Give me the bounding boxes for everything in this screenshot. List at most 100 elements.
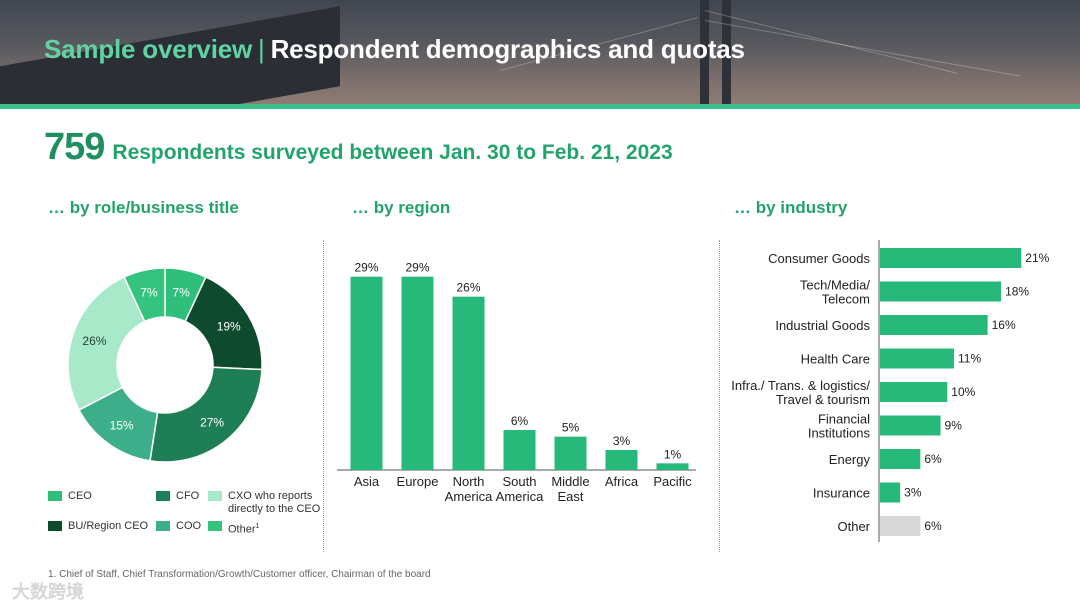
industry-category-label: Telecom — [822, 292, 870, 307]
region-bar — [401, 276, 434, 470]
industry-bar — [880, 315, 988, 335]
region-category-label: America — [445, 489, 493, 504]
legend-label-cfo: CFO — [176, 490, 200, 502]
donut-value-label: 19% — [217, 319, 241, 333]
region-bar — [656, 463, 689, 470]
legend-item-cxo: CXO who reports directly to the CEO — [208, 490, 320, 516]
legend-label-other-text: Other — [228, 523, 256, 536]
legend-swatch-coo — [156, 521, 170, 531]
industry-value-label: 10% — [951, 385, 975, 399]
role-legend: CEO CFO CXO who reports directly to the C… — [48, 490, 328, 540]
legend-item-cfo: CFO — [156, 490, 199, 503]
region-value-label: 3% — [613, 434, 631, 448]
region-bar — [554, 436, 587, 470]
industry-value-label: 6% — [924, 519, 942, 533]
industry-bar — [880, 382, 948, 402]
industry-value-label: 6% — [924, 452, 942, 466]
industry-category-label: Energy — [829, 452, 871, 467]
industry-bar — [880, 449, 921, 469]
region-category-label: Pacific — [653, 474, 692, 489]
industry-category-label: Travel & tourism — [776, 392, 870, 407]
divider-left — [323, 240, 324, 552]
industry-value-label: 18% — [1005, 285, 1029, 299]
legend-label-coo: COO — [176, 520, 202, 532]
donut-value-label: 27% — [200, 416, 224, 430]
section-title-role: … by role/business title — [48, 198, 239, 217]
header-photo-cable — [704, 20, 1021, 77]
region-bar — [350, 276, 383, 470]
legend-swatch-ceo — [48, 491, 62, 501]
donut-value-label: 15% — [110, 419, 134, 433]
region-value-label: 6% — [511, 414, 529, 428]
industry-bar — [880, 348, 954, 369]
industry-category-label: Health Care — [801, 352, 870, 367]
legend-label-bu-region-ceo: BU/Region CEO — [68, 520, 149, 532]
industry-bar — [880, 482, 901, 503]
region-bar — [605, 450, 638, 470]
industry-category-label: Tech/Media/ — [800, 278, 870, 293]
region-value-label: 5% — [562, 421, 580, 435]
region-category-label: North — [453, 474, 485, 489]
region-category-label: Asia — [354, 474, 380, 489]
title-part2: Respondent demographics and quotas — [270, 34, 745, 64]
legend-label-other: Other1 — [228, 520, 259, 537]
region-value-label: 29% — [405, 261, 429, 275]
section-title-industry: … by industry — [734, 198, 848, 217]
region-category-label: East — [557, 489, 583, 504]
industry-category-label: Infra./ Trans. & logistics/ — [731, 378, 870, 393]
region-bar-chart: 29%Asia29%Europe26%NorthAmerica6%SouthAm… — [337, 261, 696, 504]
donut-slice — [67, 276, 146, 411]
legend-item-other: Other1 — [208, 520, 259, 537]
industry-category-label: Industrial Goods — [775, 318, 870, 333]
industry-category-label: Other — [837, 519, 870, 534]
donut-value-label: 7% — [172, 285, 190, 299]
respondents-count: 759 — [44, 126, 105, 168]
legend-swatch-bu-region-ceo — [48, 521, 62, 531]
region-category-label: Europe — [397, 474, 439, 489]
legend-footnote-marker: 1 — [255, 523, 260, 530]
legend-swatch-other — [208, 521, 222, 531]
respondents-kpi: 759 Respondents surveyed between Jan. 30 … — [44, 126, 673, 169]
region-bar — [452, 296, 485, 470]
industry-value-label: 11% — [958, 352, 981, 366]
header-banner: Sample overview | Respondent demographics … — [0, 0, 1080, 104]
section-title-region: … by region — [352, 198, 451, 217]
region-value-label: 1% — [664, 447, 682, 461]
industry-category-label: Insurance — [813, 486, 870, 501]
divider-right — [719, 240, 720, 552]
legend-label-ceo: CEO — [68, 490, 92, 502]
region-bar — [503, 430, 536, 470]
legend-item-ceo: CEO — [48, 490, 92, 503]
respondents-text: Respondents surveyed between Jan. 30 to … — [112, 141, 673, 164]
industry-value-label: 9% — [945, 419, 963, 433]
region-value-label: 29% — [354, 261, 378, 275]
industry-bar — [880, 415, 941, 436]
industry-category-label: Consumer Goods — [768, 251, 870, 266]
industry-value-label: 3% — [904, 486, 922, 500]
donut-slice — [123, 267, 166, 323]
legend-label-cxo-line2: directly to the CEO — [228, 503, 321, 515]
watermark: 大数跨境 — [12, 582, 84, 602]
legend-label-cxo: CXO who reports directly to the CEO — [228, 490, 320, 516]
region-category-label: America — [496, 489, 544, 504]
legend-swatch-cfo — [156, 491, 170, 501]
industry-value-label: 21% — [1025, 251, 1049, 265]
legend-label-cxo-line1: CXO who reports — [228, 490, 313, 502]
header-photo-tower — [722, 0, 731, 104]
industry-category-label: Institutions — [808, 426, 871, 441]
industry-bar-chart: 21% Consumer Goods 18% Tech/Media/Telecom 16… — [731, 240, 1050, 542]
industry-category-label: Financial — [818, 412, 870, 427]
industry-bar — [880, 516, 921, 536]
legend-item-bu-region-ceo: BU/Region CEO — [48, 520, 148, 533]
donut-slice — [149, 366, 263, 463]
title-separator: | — [258, 34, 265, 64]
title-part1: Sample overview — [44, 34, 252, 64]
footnote: 1. Chief of Staff, Chief Transformation/… — [48, 569, 431, 580]
legend-item-coo: COO — [156, 520, 201, 533]
region-category-label: South — [503, 474, 537, 489]
role-donut-chart: 7% 19% 27% 15% 26% 7% — [67, 267, 263, 463]
donut-value-label: 7% — [140, 285, 158, 299]
region-category-label: Africa — [605, 474, 639, 489]
donut-value-label: 26% — [82, 334, 106, 348]
region-category-label: Middle — [551, 474, 589, 489]
